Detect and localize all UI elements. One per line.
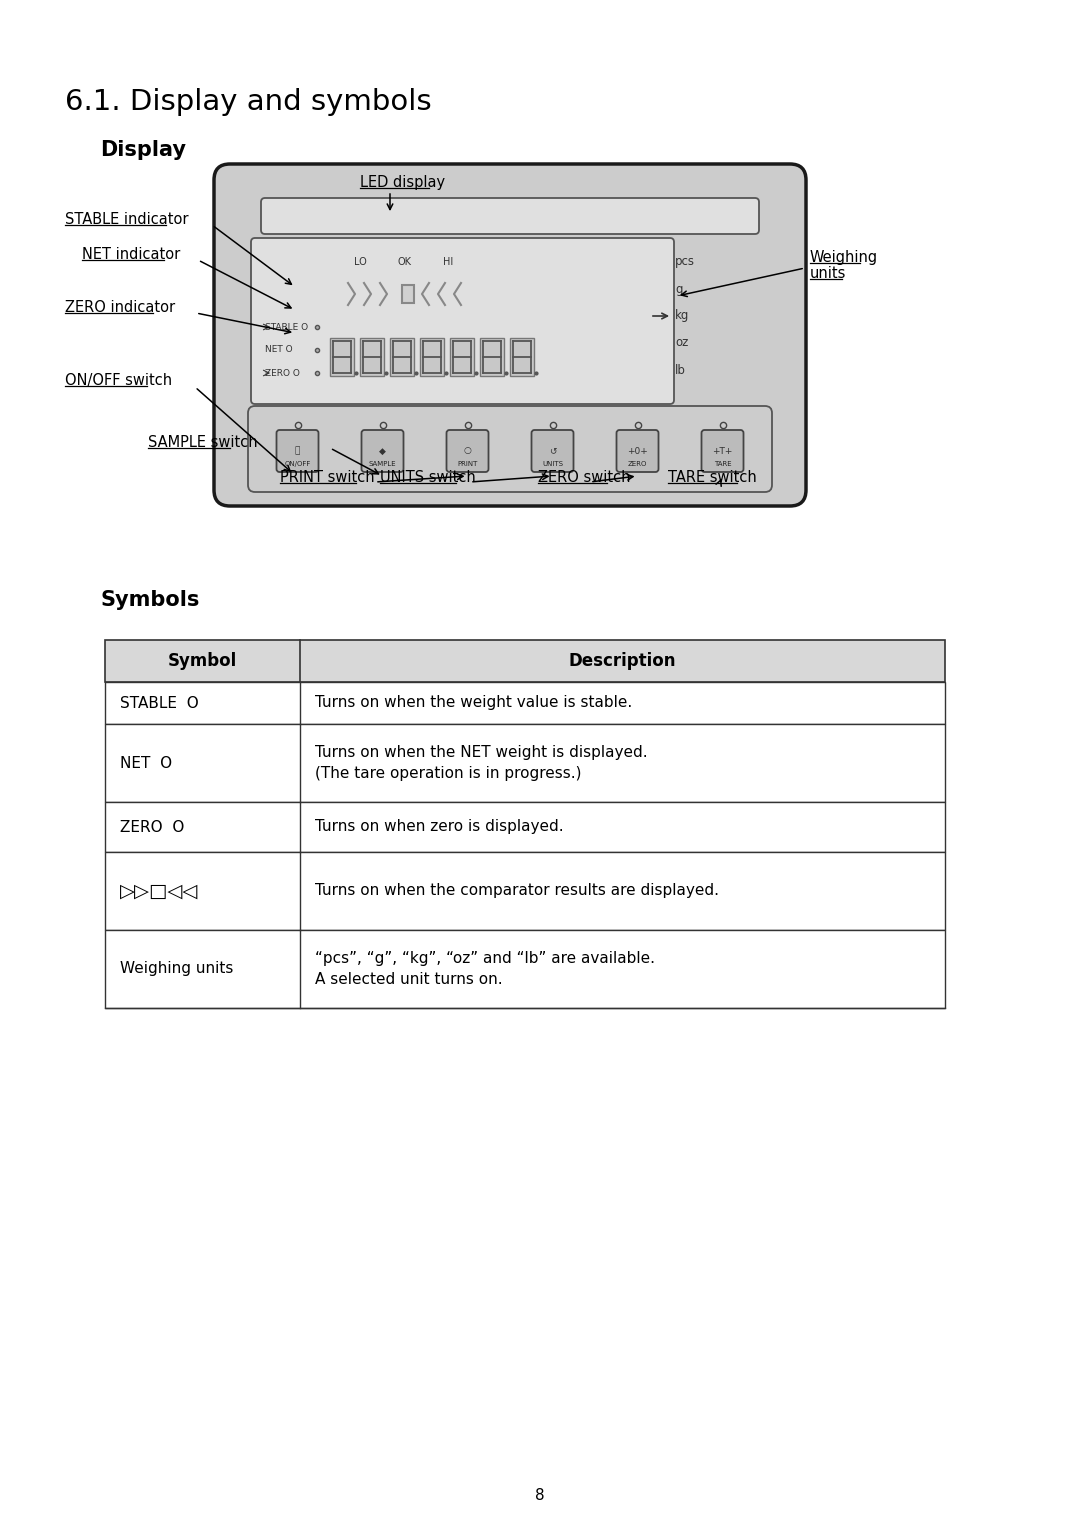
Text: Turns on when the weight value is stable.: Turns on when the weight value is stable… xyxy=(315,695,632,710)
Text: OK: OK xyxy=(399,257,411,267)
Text: Description: Description xyxy=(569,652,676,670)
Text: UNITS switch: UNITS switch xyxy=(380,470,476,486)
Text: pcs: pcs xyxy=(675,255,696,269)
Text: TARE: TARE xyxy=(714,461,731,467)
Text: +0+: +0+ xyxy=(627,446,648,455)
Text: lb: lb xyxy=(675,363,686,377)
FancyBboxPatch shape xyxy=(251,238,674,405)
FancyBboxPatch shape xyxy=(248,406,772,492)
Text: Display: Display xyxy=(100,140,186,160)
Text: g: g xyxy=(675,282,683,296)
Bar xyxy=(105,852,945,930)
FancyBboxPatch shape xyxy=(531,431,573,472)
Text: ZERO indicator: ZERO indicator xyxy=(65,299,175,315)
Text: UNITS: UNITS xyxy=(542,461,563,467)
Bar xyxy=(330,337,354,376)
Text: ON/OFF: ON/OFF xyxy=(284,461,311,467)
Text: ○: ○ xyxy=(463,446,472,455)
Text: SAMPLE: SAMPLE xyxy=(368,461,396,467)
Text: HI: HI xyxy=(443,257,454,267)
Text: SAMPLE switch: SAMPLE switch xyxy=(148,435,258,450)
Text: kg: kg xyxy=(675,310,689,322)
Text: STABLE indicator: STABLE indicator xyxy=(65,212,189,228)
Text: LO: LO xyxy=(353,257,366,267)
Text: ▷▷□◁◁: ▷▷□◁◁ xyxy=(120,881,199,901)
Text: Symbol: Symbol xyxy=(167,652,238,670)
Text: LED display: LED display xyxy=(360,176,445,189)
Bar xyxy=(480,337,504,376)
Text: TARE switch: TARE switch xyxy=(669,470,757,486)
Text: ↺: ↺ xyxy=(549,446,556,455)
FancyBboxPatch shape xyxy=(261,199,759,234)
Text: 6.1. Display and symbols: 6.1. Display and symbols xyxy=(65,89,432,116)
Text: ◆: ◆ xyxy=(379,446,386,455)
Text: ZERO: ZERO xyxy=(627,461,647,467)
Text: ZERO O: ZERO O xyxy=(265,368,300,377)
Bar xyxy=(360,337,384,376)
FancyBboxPatch shape xyxy=(702,431,743,472)
FancyBboxPatch shape xyxy=(362,431,404,472)
Bar xyxy=(105,930,945,1008)
Text: Turns on when zero is displayed.: Turns on when zero is displayed. xyxy=(315,820,564,834)
Text: Weighing units: Weighing units xyxy=(120,962,233,976)
Text: PRINT: PRINT xyxy=(457,461,477,467)
Text: Turns on when the NET weight is displayed.
(The tare operation is in progress.): Turns on when the NET weight is displaye… xyxy=(315,745,648,780)
Bar xyxy=(402,286,414,302)
Text: +T+: +T+ xyxy=(713,446,732,455)
Text: STABLE O: STABLE O xyxy=(265,322,308,331)
Text: NET indicator: NET indicator xyxy=(82,247,180,263)
FancyBboxPatch shape xyxy=(446,431,488,472)
Bar xyxy=(105,724,945,802)
Bar xyxy=(450,337,474,376)
Text: NET O: NET O xyxy=(265,345,293,354)
Text: units: units xyxy=(810,266,847,281)
Text: STABLE  O: STABLE O xyxy=(120,695,199,710)
FancyBboxPatch shape xyxy=(276,431,319,472)
Bar xyxy=(420,337,444,376)
Text: ⏻: ⏻ xyxy=(295,446,300,455)
Text: “pcs”, “g”, “kg”, “oz” and “lb” are available.
A selected unit turns on.: “pcs”, “g”, “kg”, “oz” and “lb” are avai… xyxy=(315,951,654,986)
Bar xyxy=(105,683,945,724)
FancyBboxPatch shape xyxy=(214,163,806,505)
Bar xyxy=(105,802,945,852)
Text: Symbols: Symbols xyxy=(100,589,200,609)
Text: NET  O: NET O xyxy=(120,756,172,771)
Text: ON/OFF switch: ON/OFF switch xyxy=(65,373,172,388)
Text: Weighing: Weighing xyxy=(810,250,878,266)
FancyBboxPatch shape xyxy=(617,431,659,472)
Text: 8: 8 xyxy=(536,1487,544,1503)
Text: Turns on when the comparator results are displayed.: Turns on when the comparator results are… xyxy=(315,884,719,898)
Bar xyxy=(105,640,945,683)
Text: PRINT switch: PRINT switch xyxy=(280,470,375,486)
Text: oz: oz xyxy=(675,336,688,350)
Bar xyxy=(510,337,534,376)
Text: ZERO switch: ZERO switch xyxy=(538,470,631,486)
Text: ZERO  O: ZERO O xyxy=(120,820,185,834)
Bar xyxy=(390,337,414,376)
